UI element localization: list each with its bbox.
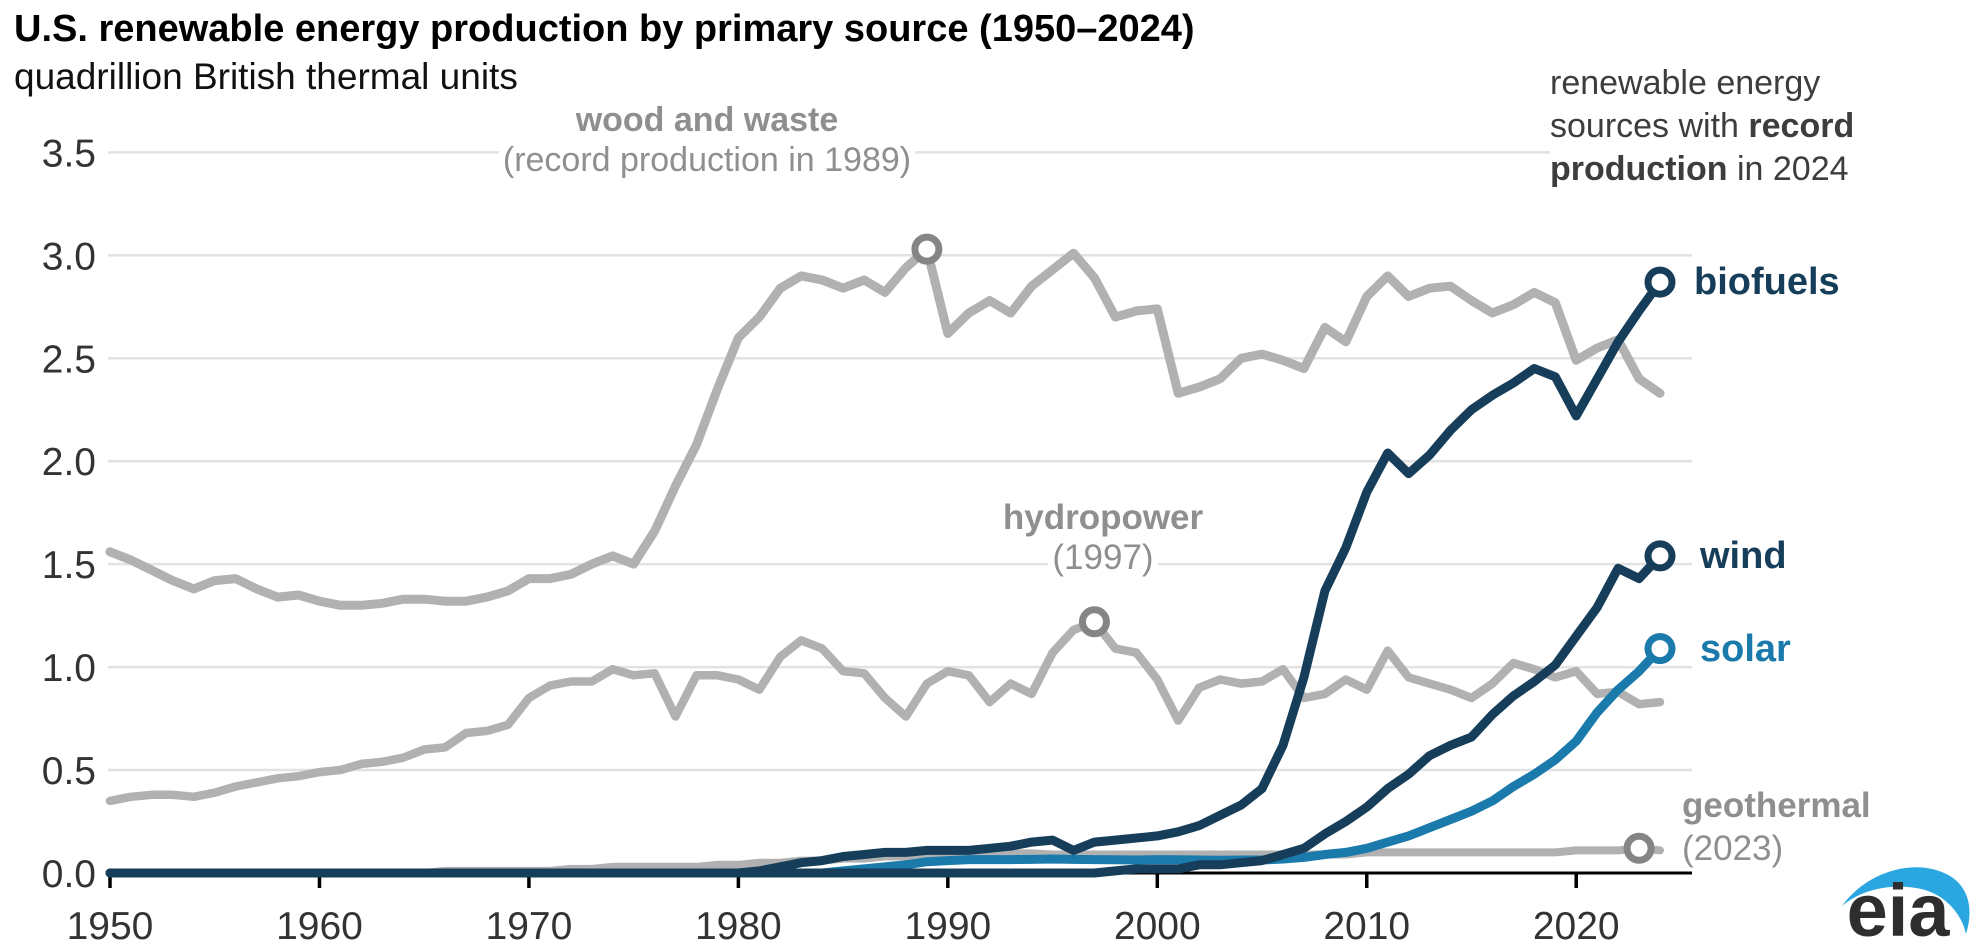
svg-text:1980: 1980: [695, 905, 782, 948]
note-line2-normal: sources with: [1550, 107, 1749, 145]
eia-logo: eia: [1842, 867, 1970, 950]
svg-text:2000: 2000: [1114, 905, 1201, 948]
svg-text:0.0: 0.0: [42, 853, 96, 896]
annotation-hydro-detail: (1997): [1048, 538, 1158, 577]
note-line2-bold: record: [1748, 107, 1855, 145]
annotation-geothermal: geothermal (2023): [1682, 784, 1871, 870]
svg-text:3.0: 3.0: [42, 235, 96, 278]
series-label-solar: solar: [1700, 628, 1791, 670]
annotation-wood-detail: (record production in 1989): [498, 141, 916, 179]
series-label-wind: wind: [1700, 535, 1787, 577]
svg-text:1.5: 1.5: [42, 544, 96, 587]
svg-text:2020: 2020: [1533, 905, 1620, 948]
svg-text:1960: 1960: [276, 905, 363, 948]
chart-subtitle: quadrillion British thermal units: [14, 56, 518, 97]
annotation-hydro-title: hydropower: [998, 498, 1208, 537]
annotation-geo-title: geothermal: [1682, 786, 1871, 825]
note-line3-normal: in 2024: [1727, 150, 1849, 188]
svg-text:2010: 2010: [1323, 905, 1410, 948]
chart-title: U.S. renewable energy production by prim…: [14, 8, 1195, 50]
svg-text:1970: 1970: [486, 905, 573, 948]
note-record-2024: renewable energy sources with record pro…: [1550, 62, 1970, 191]
svg-text:1990: 1990: [904, 905, 991, 948]
eia-logo-text: eia: [1847, 869, 1951, 950]
svg-text:1.0: 1.0: [42, 647, 96, 690]
eia-swoosh-icon: [1842, 867, 1970, 934]
note-line1: renewable energy: [1550, 64, 1821, 102]
annotation-geo-detail: (2023): [1682, 829, 1784, 868]
annotation-wood-title: wood and waste: [571, 101, 843, 139]
annotation-hydropower: hydropower (1997): [953, 498, 1253, 578]
svg-text:2.0: 2.0: [42, 441, 96, 484]
series-label-biofuels: biofuels: [1694, 261, 1840, 303]
svg-text:1950: 1950: [67, 905, 154, 948]
svg-text:3.5: 3.5: [42, 132, 96, 175]
svg-text:0.5: 0.5: [42, 750, 96, 793]
note-line3-bold: production: [1550, 150, 1728, 188]
annotation-wood-and-waste: wood and waste (record production in 198…: [457, 100, 957, 180]
svg-text:2.5: 2.5: [42, 338, 96, 381]
